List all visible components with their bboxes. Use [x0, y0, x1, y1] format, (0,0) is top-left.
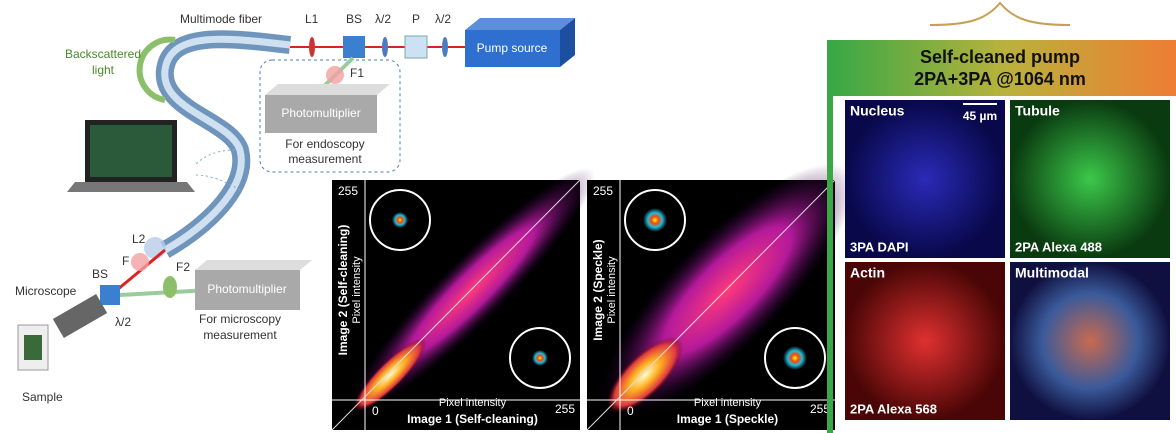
figure: Multimode fiber L1 BS λ/2 P λ/2 Pump sou… — [0, 0, 1176, 433]
f2-label: F2 — [176, 260, 190, 274]
panel-title: Self-cleaned pump — [920, 47, 1080, 67]
lens — [309, 37, 315, 57]
y-label: Pixel intensity — [606, 256, 618, 324]
objective — [53, 294, 107, 338]
beam-splitter — [343, 36, 365, 58]
page: body{margin:0;width:1176px;height:433px;… — [0, 0, 1176, 433]
y-title: Image 2 (Self-cleaning) — [336, 225, 350, 356]
backscatter-label: Backscattered — [65, 47, 141, 61]
endoscopy-label: For endoscopy — [285, 137, 364, 151]
pmt-label: Photomultiplier — [281, 106, 360, 120]
pmt-label: Photomultiplier — [207, 282, 286, 296]
beam-spot — [532, 350, 548, 366]
body: {"setup":{"fiber":"Multimode fiber","l1"… — [0, 0, 1176, 433]
waveplate — [382, 37, 388, 57]
y-label: Pixel intensity — [351, 256, 363, 324]
backscatter-label: light — [92, 63, 115, 77]
waveplate-label: λ/2 — [375, 12, 391, 26]
filter — [163, 276, 177, 298]
x-label: Pixel intensity — [694, 397, 762, 409]
waveplate-label: λ/2 — [115, 315, 131, 329]
tile-label: 2PA Alexa 568 — [850, 401, 937, 416]
tile-name: Actin — [850, 265, 885, 281]
sample-image — [24, 335, 42, 360]
lens — [144, 237, 166, 259]
tile-label: 2PA Alexa 488 — [1015, 239, 1102, 254]
tile-label: 3PA DAPI — [850, 239, 909, 254]
imaging-panel: Self-cleaned pump 2PA+3PA @1064 nm Nucle… — [827, 3, 1176, 433]
microscope-label: Microscope — [15, 284, 77, 298]
scale-label: 45 µm — [963, 109, 997, 123]
brace — [930, 3, 1070, 25]
x-label: Pixel intensity — [439, 397, 507, 409]
waveplate-label: λ/2 — [435, 12, 451, 26]
tile-name: Nucleus — [850, 103, 905, 119]
side-bar — [827, 40, 833, 433]
x-title: Image 1 (Speckle) — [677, 412, 778, 426]
filter — [131, 253, 149, 271]
origin: 0 — [372, 404, 379, 418]
l1-label: L1 — [305, 12, 319, 26]
f-label: F — [122, 254, 129, 268]
y-max: 255 — [593, 184, 613, 198]
laptop-image — [90, 125, 172, 177]
sample-label: Sample — [22, 390, 63, 404]
box-top — [195, 260, 312, 270]
bs-label: BS — [346, 12, 362, 26]
pump-label: Pump source — [477, 41, 548, 55]
polarizer-label: P — [412, 12, 420, 26]
fiber — [165, 39, 290, 250]
tiles: Nucleus 3PA DAPI Tubule 2PA Alexa 488 Actin 2… — [845, 100, 1170, 420]
beam-spot — [392, 212, 408, 228]
beam-spot — [783, 346, 807, 370]
box-top — [265, 84, 390, 95]
microscopy-label: measurement — [203, 328, 277, 342]
fiber-label: Multimode fiber — [180, 12, 262, 26]
panel-title: 2PA+3PA @1064 nm — [914, 69, 1086, 89]
micrograph — [845, 262, 1005, 420]
tile-name: Tubule — [1015, 103, 1060, 119]
l2-label: L2 — [132, 232, 146, 246]
waveplate — [442, 37, 448, 57]
f1-label: F1 — [350, 66, 364, 80]
micrograph — [1010, 262, 1170, 420]
filter — [326, 66, 344, 84]
micrograph — [1010, 100, 1170, 258]
beam-splitter — [100, 285, 120, 305]
x-title: Image 1 (Self-cleaning) — [407, 412, 538, 426]
laptop-base — [67, 182, 195, 192]
micrograph — [845, 100, 1005, 258]
origin: 0 — [627, 404, 634, 418]
y-title: Image 2 (Speckle) — [591, 239, 605, 340]
polarizer — [405, 36, 427, 58]
box-top — [465, 18, 575, 30]
y-max: 255 — [338, 184, 358, 198]
beam-spot — [643, 208, 667, 232]
microscopy-label: For microscopy — [199, 312, 281, 326]
x-max: 255 — [555, 402, 575, 416]
tile-name: Multimodal — [1015, 265, 1089, 281]
endoscopy-label: measurement — [288, 152, 362, 166]
bs-label: BS — [92, 267, 108, 281]
